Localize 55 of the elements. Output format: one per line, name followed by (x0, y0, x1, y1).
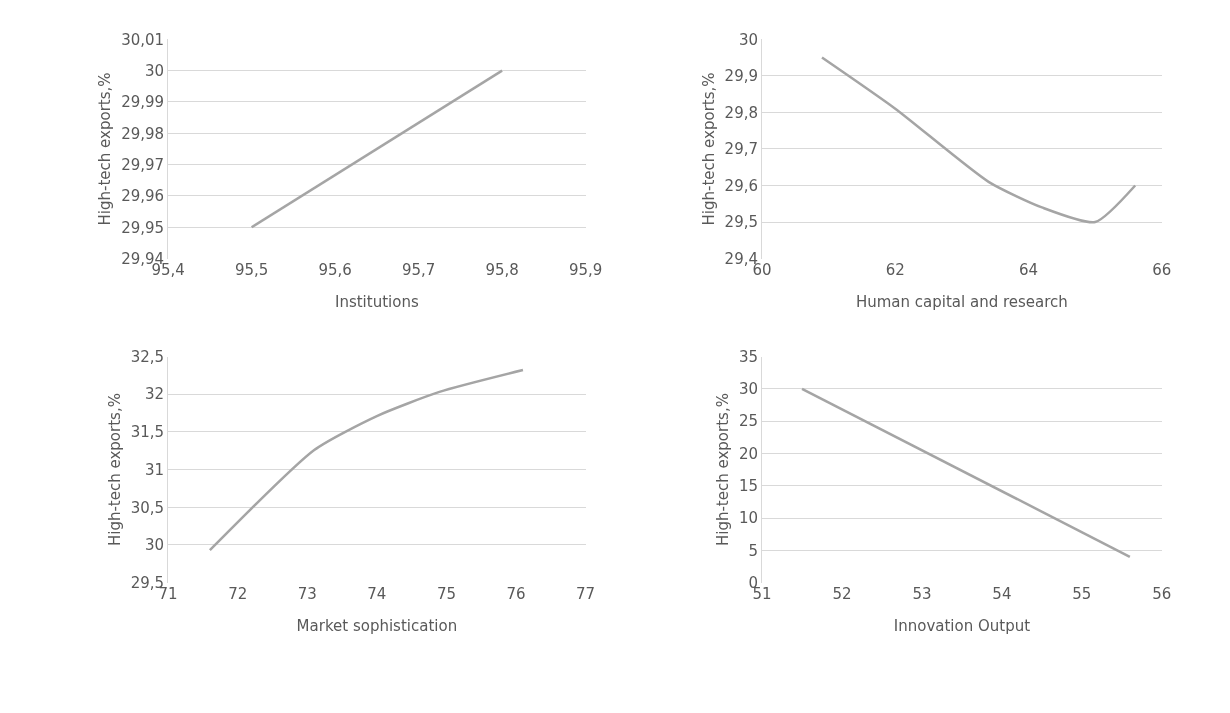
y-tick-label: 32,5 (130, 347, 165, 366)
y-tick-label: 15 (738, 476, 758, 495)
y-tick-label: 25 (738, 412, 758, 431)
y-axis-title: High-tech exports,% (699, 72, 718, 226)
y-tick-label: 32 (145, 385, 165, 404)
y-tick-label: 29,96 (121, 187, 165, 206)
y-tick-label: 29,6 (724, 176, 758, 195)
y-tick-label: 29,5 (724, 213, 758, 232)
y-axis-title: High-tech exports,% (714, 393, 733, 547)
y-tick-label: 30 (738, 30, 758, 49)
y-axis-title: High-tech exports,% (96, 72, 115, 226)
y-tick-label: 5 (748, 541, 758, 560)
x-tick-label: 95,9 (568, 260, 603, 279)
y-tick-label: 30,5 (130, 498, 165, 517)
x-tick-label: 73 (297, 584, 317, 603)
x-tick-label: 54 (992, 584, 1012, 603)
x-tick-label: 76 (506, 584, 526, 603)
x-tick-label: 55 (1072, 584, 1092, 603)
x-tick-label: 95,7 (401, 260, 436, 279)
y-tick-label: 30 (738, 380, 758, 399)
x-tick-label: 75 (436, 584, 456, 603)
y-tick-label: 29,98 (121, 124, 165, 143)
x-axis-title: Market sophistication (296, 616, 458, 635)
y-tick-label: 29,95 (121, 218, 165, 237)
y-axis-title: High-tech exports,% (105, 393, 124, 547)
y-tick-label: 30 (145, 536, 165, 555)
x-tick-label: 95,5 (234, 260, 269, 279)
y-tick-label: 29,97 (121, 155, 165, 174)
y-tick-label: 29,8 (724, 103, 758, 122)
y-tick-label: 20 (738, 444, 758, 463)
y-tick-label: 30,01 (121, 30, 165, 49)
x-tick-label: 62 (885, 260, 905, 279)
y-tick-label: 31 (145, 460, 165, 479)
x-tick-label: 64 (1019, 260, 1039, 279)
y-tick-label: 35 (738, 347, 758, 366)
x-tick-label: 56 (1152, 584, 1172, 603)
y-tick-label: 31,5 (130, 423, 165, 442)
x-tick-label: 95,8 (485, 260, 519, 279)
y-tick-label: 29,7 (724, 140, 758, 159)
x-axis-title: Institutions (334, 292, 419, 311)
x-tick-label: 95,6 (318, 260, 352, 279)
x-tick-label: 52 (832, 584, 852, 603)
x-tick-label: 77 (576, 584, 596, 603)
x-axis-title: Human capital and research (855, 292, 1068, 311)
line-series (208, 368, 525, 552)
y-tick-label: 30 (145, 61, 165, 80)
x-tick-label: 66 (1152, 260, 1172, 279)
x-tick-label: 74 (367, 584, 387, 603)
x-axis-title: Innovation Output (893, 616, 1031, 635)
x-tick-label: 53 (912, 584, 932, 603)
line-series (820, 56, 1137, 224)
y-tick-label: 29,9 (724, 67, 758, 86)
y-tick-label: 10 (738, 509, 758, 528)
y-tick-label: 29,99 (121, 93, 165, 112)
x-tick-label: 72 (228, 584, 248, 603)
